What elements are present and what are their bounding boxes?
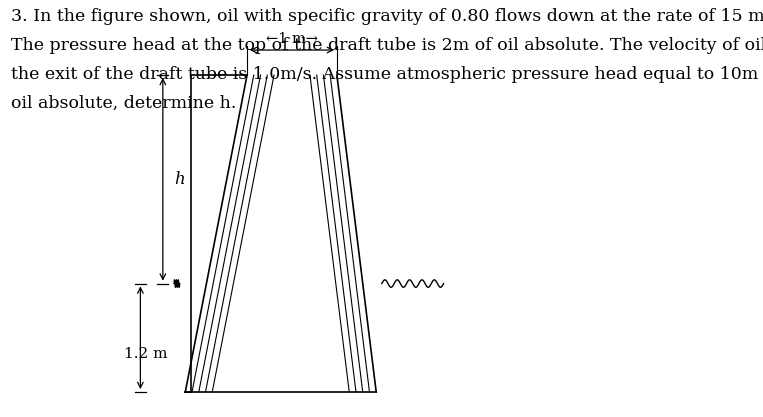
Text: 1.2 m: 1.2 m <box>124 347 167 362</box>
Text: h: h <box>174 171 185 188</box>
Text: ←1 m→: ←1 m→ <box>266 32 318 46</box>
Text: 3. In the figure shown, oil with specific gravity of 0.80 flows down at the rate: 3. In the figure shown, oil with specifi… <box>11 8 763 111</box>
